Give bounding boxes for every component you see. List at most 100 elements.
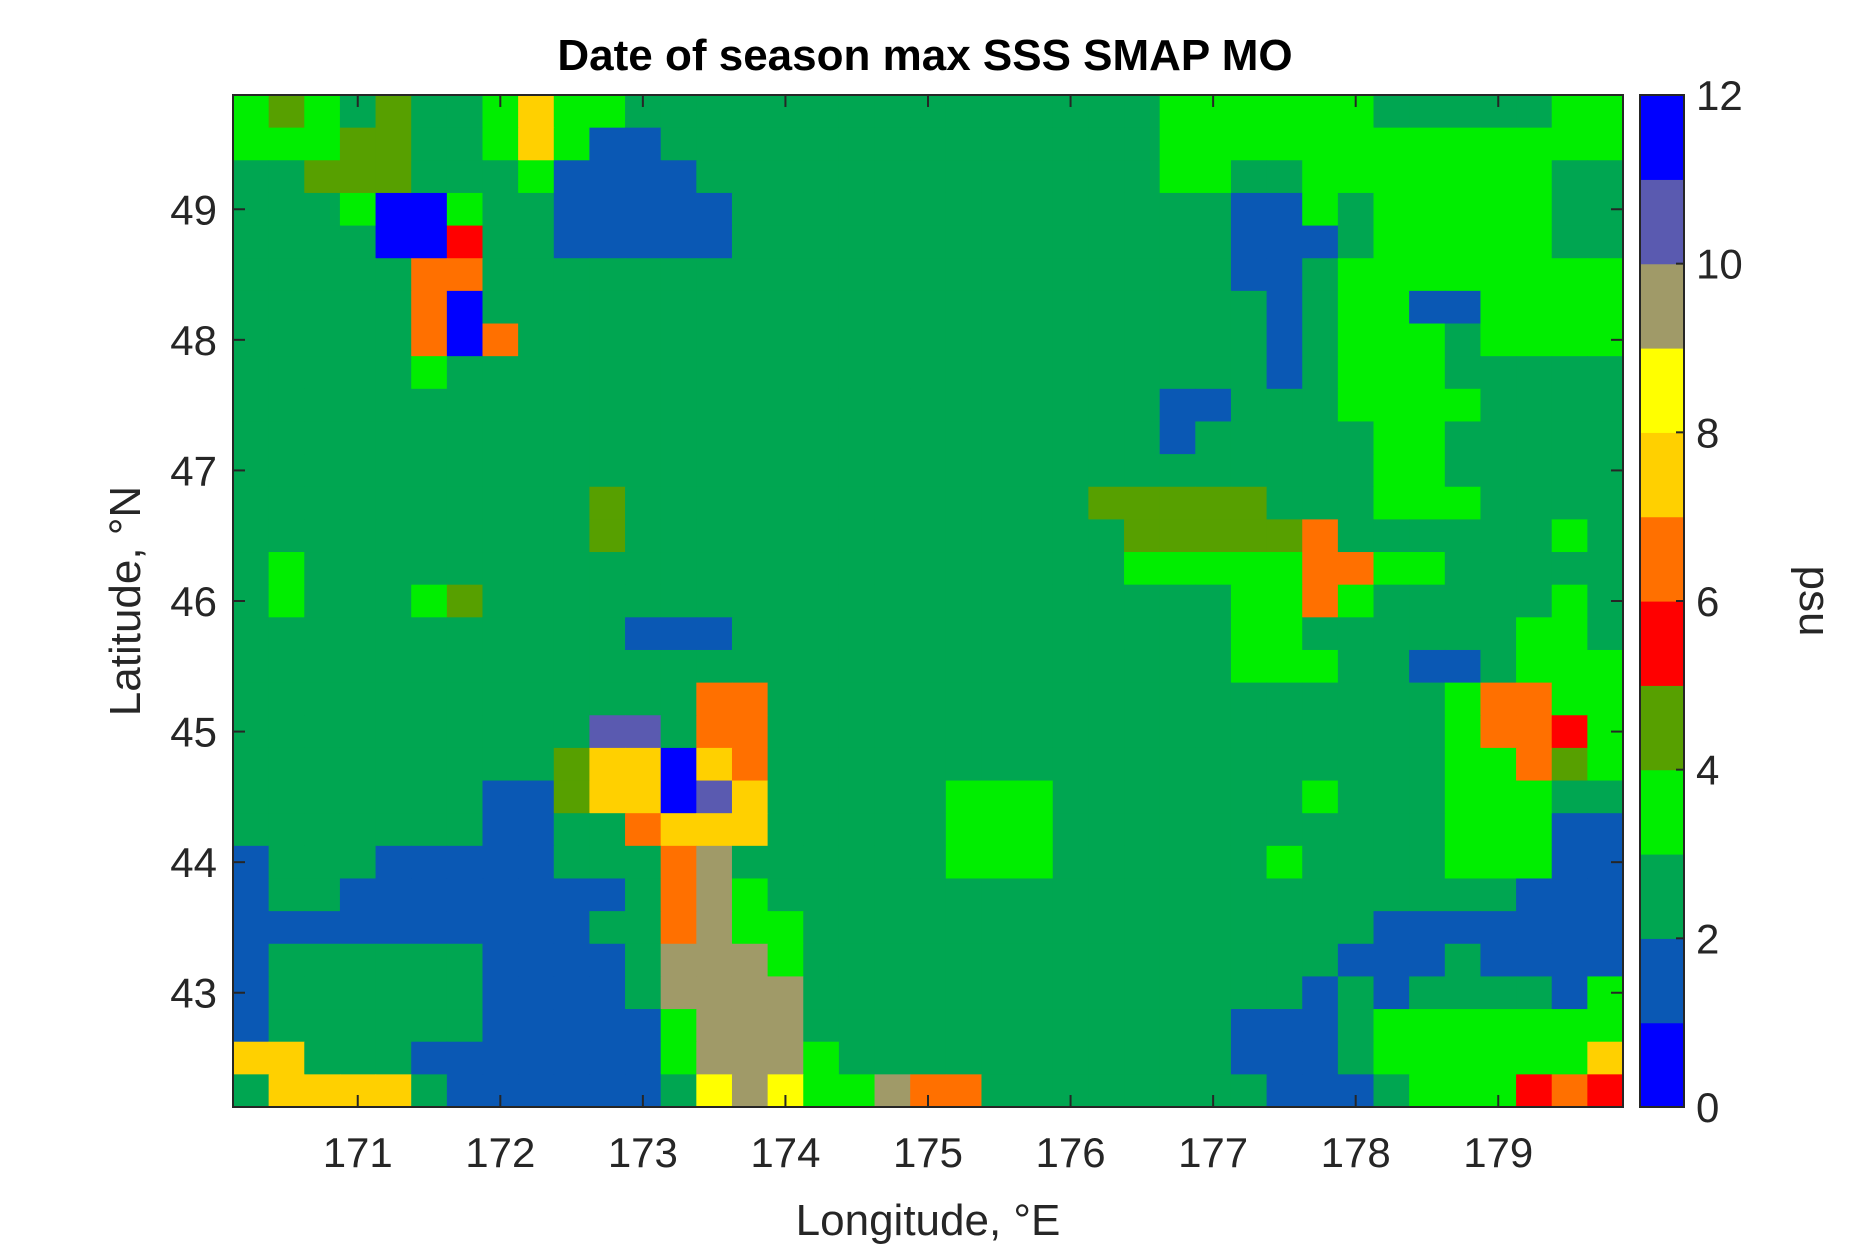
heatmap-cell <box>411 747 448 782</box>
heatmap-cell <box>1373 95 1410 129</box>
heatmap-cell <box>1587 160 1624 194</box>
heatmap-cell <box>553 290 591 325</box>
heatmap-cell <box>1017 715 1054 749</box>
heatmap-cell <box>1052 519 1089 553</box>
heatmap-cell <box>589 421 626 455</box>
heatmap-cell <box>1302 1074 1339 1108</box>
heatmap-cell <box>1480 323 1517 357</box>
heatmap-cell <box>767 617 804 651</box>
heatmap-cell <box>304 584 341 618</box>
heatmap-cell <box>375 192 412 227</box>
heatmap-cell <box>1337 421 1375 455</box>
heatmap-cell <box>268 356 305 390</box>
heatmap-cell <box>1088 682 1125 716</box>
heatmap-cell <box>625 878 662 912</box>
heatmap-cell <box>375 258 412 292</box>
heatmap-cell <box>981 160 1018 194</box>
heatmap-cell <box>1373 519 1410 553</box>
heatmap-cell <box>446 388 484 423</box>
heatmap-cell <box>304 845 341 880</box>
heatmap-cell <box>518 911 555 945</box>
heatmap-cell <box>1444 1041 1482 1075</box>
heatmap-cell <box>1195 617 1232 651</box>
heatmap-cell <box>446 258 484 292</box>
heatmap-cell <box>1159 552 1196 586</box>
heatmap-cell <box>1409 160 1446 194</box>
heatmap-cell <box>660 845 697 880</box>
heatmap-cell <box>1409 1009 1446 1043</box>
heatmap-cell <box>981 388 1018 423</box>
heatmap-cell <box>660 813 697 847</box>
heatmap-cell <box>375 1074 412 1108</box>
heatmap-cell <box>1088 617 1125 651</box>
heatmap-cell <box>1017 976 1054 1010</box>
heatmap-cell <box>874 519 911 553</box>
heatmap-cell <box>375 1009 412 1043</box>
heatmap-cell <box>1444 225 1482 259</box>
heatmap-cell <box>1266 943 1303 978</box>
heatmap-cell <box>1373 192 1410 227</box>
heatmap-cell <box>1124 878 1161 912</box>
heatmap-cell <box>304 552 341 586</box>
heatmap-cell <box>767 1009 804 1043</box>
heatmap-cell <box>981 290 1018 325</box>
heatmap-cell <box>625 911 662 945</box>
heatmap-cell <box>375 715 412 749</box>
heatmap-cell <box>945 1009 983 1043</box>
heatmap-cell <box>1409 976 1446 1010</box>
heatmap-cell <box>1444 192 1482 227</box>
x-tick-label: 179 <box>1463 1129 1533 1176</box>
heatmap-cell <box>268 519 305 553</box>
heatmap-cell <box>1052 225 1089 259</box>
heatmap-cell <box>411 878 448 912</box>
heatmap-cell <box>731 976 769 1010</box>
heatmap-cell <box>375 552 412 586</box>
heatmap-cell <box>767 1041 804 1075</box>
heatmap-cell <box>1230 911 1268 945</box>
heatmap-cell <box>304 878 341 912</box>
heatmap-cell <box>446 95 484 129</box>
heatmap-cell <box>1302 976 1339 1010</box>
heatmap-cell <box>1337 715 1375 749</box>
heatmap-cell <box>660 388 697 423</box>
heatmap-cell <box>1551 323 1588 357</box>
heatmap-cell <box>1266 911 1303 945</box>
heatmap-cell <box>411 715 448 749</box>
heatmap-cell <box>268 943 305 978</box>
heatmap-cell <box>1017 747 1054 782</box>
heatmap-cell <box>1266 617 1303 651</box>
heatmap-cell <box>518 519 555 553</box>
heatmap-cell <box>411 1041 448 1075</box>
heatmap-cell <box>945 421 983 455</box>
heatmap-cell <box>233 617 270 651</box>
heatmap-cell <box>1444 552 1482 586</box>
heatmap-cell <box>482 454 519 488</box>
heatmap-cell <box>1516 519 1553 553</box>
heatmap-cell <box>731 225 769 259</box>
heatmap-cell <box>696 943 733 978</box>
heatmap-cell <box>1017 943 1054 978</box>
heatmap-cell <box>482 192 519 227</box>
heatmap-cell <box>411 127 448 161</box>
heatmap-cell <box>1195 290 1232 325</box>
heatmap-cell <box>553 127 591 161</box>
heatmap-cell <box>1409 192 1446 227</box>
heatmap-cell <box>1088 225 1125 259</box>
y-tick-label: 43 <box>170 970 217 1017</box>
heatmap-cell <box>731 454 769 488</box>
heatmap-cell <box>411 323 448 357</box>
heatmap-cell <box>1551 192 1588 227</box>
heatmap-cell <box>1230 486 1268 520</box>
heatmap-cell <box>589 454 626 488</box>
heatmap-cell <box>1409 878 1446 912</box>
heatmap-cell <box>838 421 876 455</box>
heatmap-cell <box>1480 911 1517 945</box>
heatmap-cell <box>304 747 341 782</box>
heatmap-cell <box>553 388 591 423</box>
heatmap-cell <box>1302 878 1339 912</box>
heatmap-cell <box>1052 878 1089 912</box>
heatmap-cell <box>1159 976 1196 1010</box>
x-tick-label: 176 <box>1036 1129 1106 1176</box>
heatmap-cell <box>1551 95 1588 129</box>
heatmap-cell <box>1052 552 1089 586</box>
